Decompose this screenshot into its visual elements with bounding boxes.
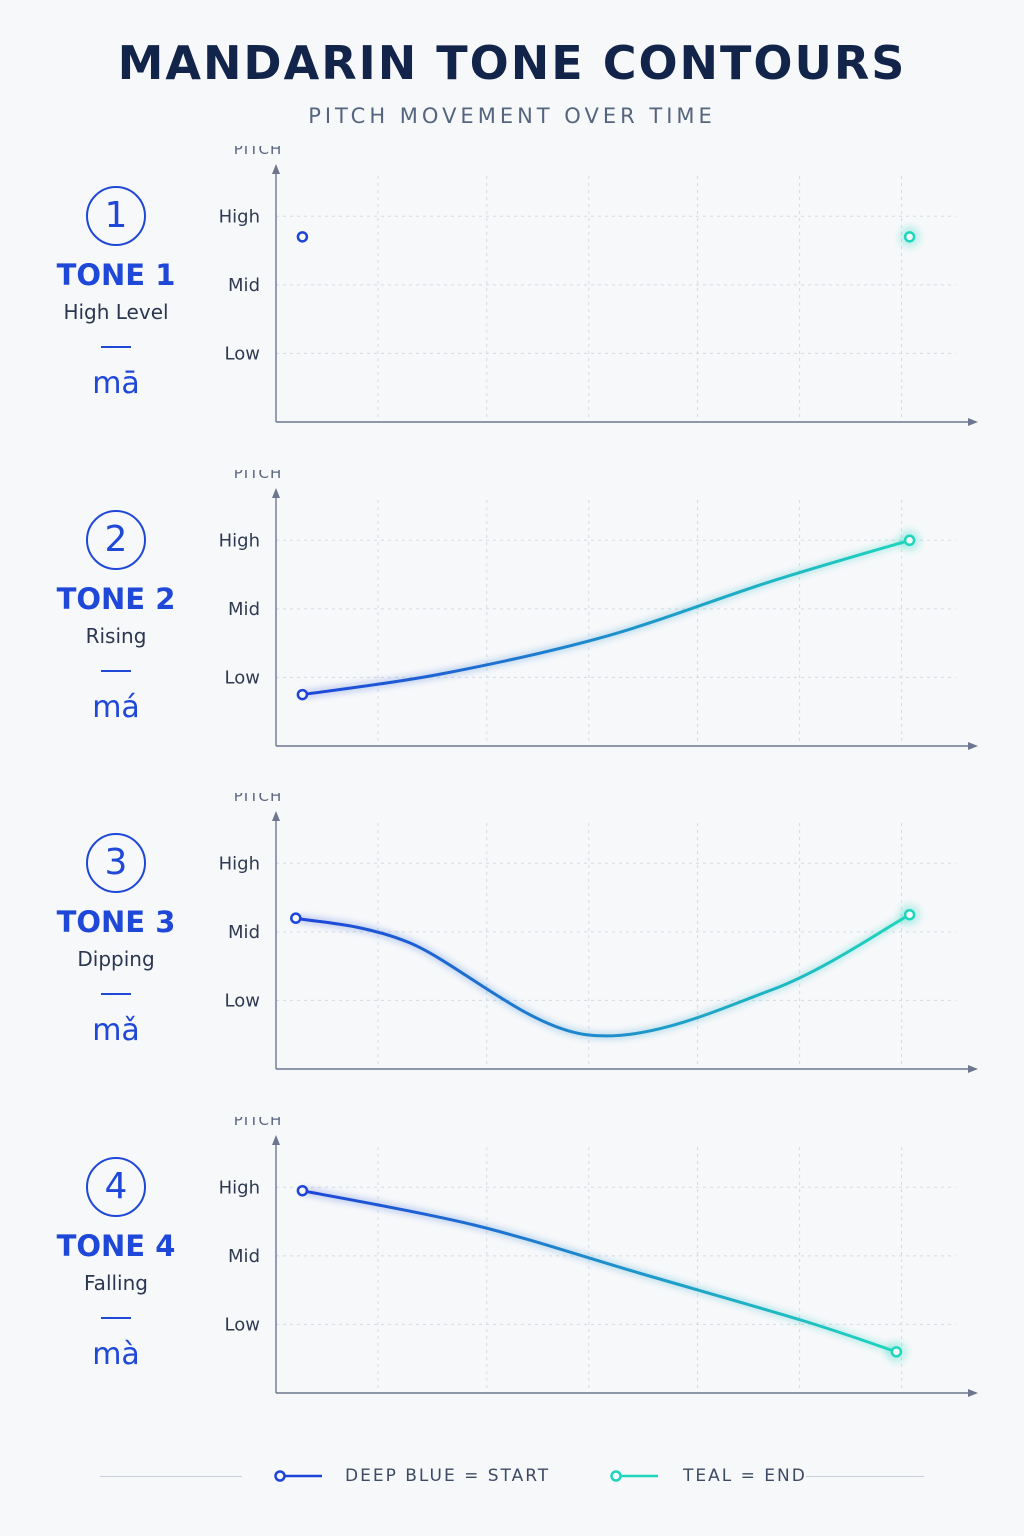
tone-panel-3: 3 TONE 3 Dipping mǎ Low Mid High PITCH TIME	[0, 793, 1024, 1133]
tone-divider	[101, 346, 131, 348]
contour-glow	[301, 536, 911, 699]
page-subtitle: PITCH MOVEMENT OVER TIME	[308, 104, 716, 128]
start-point	[296, 231, 309, 243]
y-tick-label: High	[219, 1177, 260, 1198]
tone-pinyin: mà	[92, 1337, 140, 1372]
tone-name: TONE 3	[56, 905, 176, 939]
tone-pinyin: mǎ	[92, 1013, 140, 1048]
pitch-contour-line	[300, 538, 912, 697]
tone-divider	[101, 1317, 131, 1319]
legend-rule-left	[100, 1476, 242, 1477]
legend-start-swatch	[274, 1470, 322, 1482]
y-tick-label: Mid	[228, 922, 260, 943]
grid	[276, 1147, 956, 1393]
y-tick-label: Mid	[228, 1246, 260, 1267]
y-tick-label: Low	[225, 1314, 260, 1335]
x-axis-arrow	[968, 418, 978, 426]
legend-end-swatch	[610, 1470, 658, 1482]
end-point	[903, 534, 916, 547]
tone-name: TONE 2	[56, 582, 176, 616]
legend-start-label: DEEP BLUE = START	[345, 1466, 551, 1486]
y-tick-label: High	[219, 530, 260, 551]
y-axis-label: PITCH	[234, 793, 283, 805]
y-tick-label: Mid	[228, 599, 260, 620]
tone-chart-4: Low Mid High PITCH TIME	[219, 1117, 978, 1407]
start-point	[296, 688, 309, 701]
y-axis-arrow	[272, 164, 280, 174]
y-tick-label: Low	[225, 990, 260, 1011]
tone-panel-2: 2 TONE 2 Rising má Low Mid High PITCH TIME	[0, 470, 1024, 810]
tone-description: High Level	[63, 300, 169, 324]
tone-panel-4: 4 TONE 4 Falling mà Low Mid High PITCH TIME	[0, 1117, 1024, 1457]
y-axis-label: PITCH	[234, 146, 283, 158]
start-point	[296, 1184, 309, 1197]
tone-chart-2: Low Mid High PITCH TIME	[219, 470, 978, 760]
y-axis-label: PITCH	[234, 1117, 283, 1129]
tone-pinyin: má	[92, 690, 140, 725]
tone-panel-1: 1 TONE 1 High Level mā Low Mid High PITCH TIME	[0, 146, 1024, 486]
x-axis-label: TIME	[585, 1081, 626, 1083]
tone-name: TONE 4	[56, 1229, 176, 1263]
tone-description: Rising	[85, 624, 147, 648]
x-axis-arrow	[968, 742, 978, 750]
y-axis-arrow	[272, 1135, 280, 1145]
contour-glow	[295, 911, 912, 1040]
legend-start-dot	[274, 1470, 286, 1482]
tone-number-badge: 1	[86, 186, 146, 246]
contour-glow	[301, 1187, 898, 1356]
y-tick-label: Low	[225, 667, 260, 688]
y-axis-arrow	[272, 488, 280, 498]
tone-pinyin: mā	[92, 366, 140, 401]
tone-chart-3: Low Mid High PITCH TIME	[219, 793, 978, 1083]
y-tick-label: Low	[225, 343, 260, 364]
y-axis-label: PITCH	[234, 470, 283, 482]
tone-number-badge: 2	[86, 510, 146, 570]
pitch-contour-line	[294, 913, 912, 1038]
y-tick-label: Mid	[228, 275, 260, 296]
legend-rule-right	[806, 1476, 924, 1477]
pitch-contour-line	[300, 1189, 898, 1354]
grid	[276, 176, 956, 422]
end-point	[903, 231, 916, 243]
tone-chart-1: Low Mid High PITCH TIME	[219, 146, 978, 436]
legend-end-label: TEAL = END	[683, 1466, 807, 1486]
tone-number-badge: 4	[86, 1157, 146, 1217]
tone-description: Dipping	[77, 947, 155, 971]
y-tick-label: High	[219, 853, 260, 874]
end-point	[903, 908, 916, 921]
x-axis-arrow	[968, 1389, 978, 1397]
y-axis-arrow	[272, 811, 280, 821]
tone-divider	[101, 670, 131, 672]
end-point	[890, 1346, 903, 1358]
legend-end-dot	[610, 1470, 622, 1482]
page-title: MANDARIN TONE CONTOURS	[117, 36, 907, 90]
grid	[276, 500, 956, 746]
y-tick-label: High	[219, 206, 260, 227]
tone-divider	[101, 993, 131, 995]
tone-description: Falling	[84, 1271, 148, 1295]
x-axis-label: TIME	[585, 758, 626, 760]
x-axis-arrow	[968, 1065, 978, 1073]
tone-number-badge: 3	[86, 833, 146, 893]
x-axis-label: TIME	[585, 1405, 626, 1407]
tone-name: TONE 1	[56, 258, 176, 292]
x-axis-label: TIME	[585, 434, 626, 436]
start-point	[290, 912, 302, 924]
legend: DEEP BLUE = START TEAL = END	[0, 1460, 1024, 1494]
